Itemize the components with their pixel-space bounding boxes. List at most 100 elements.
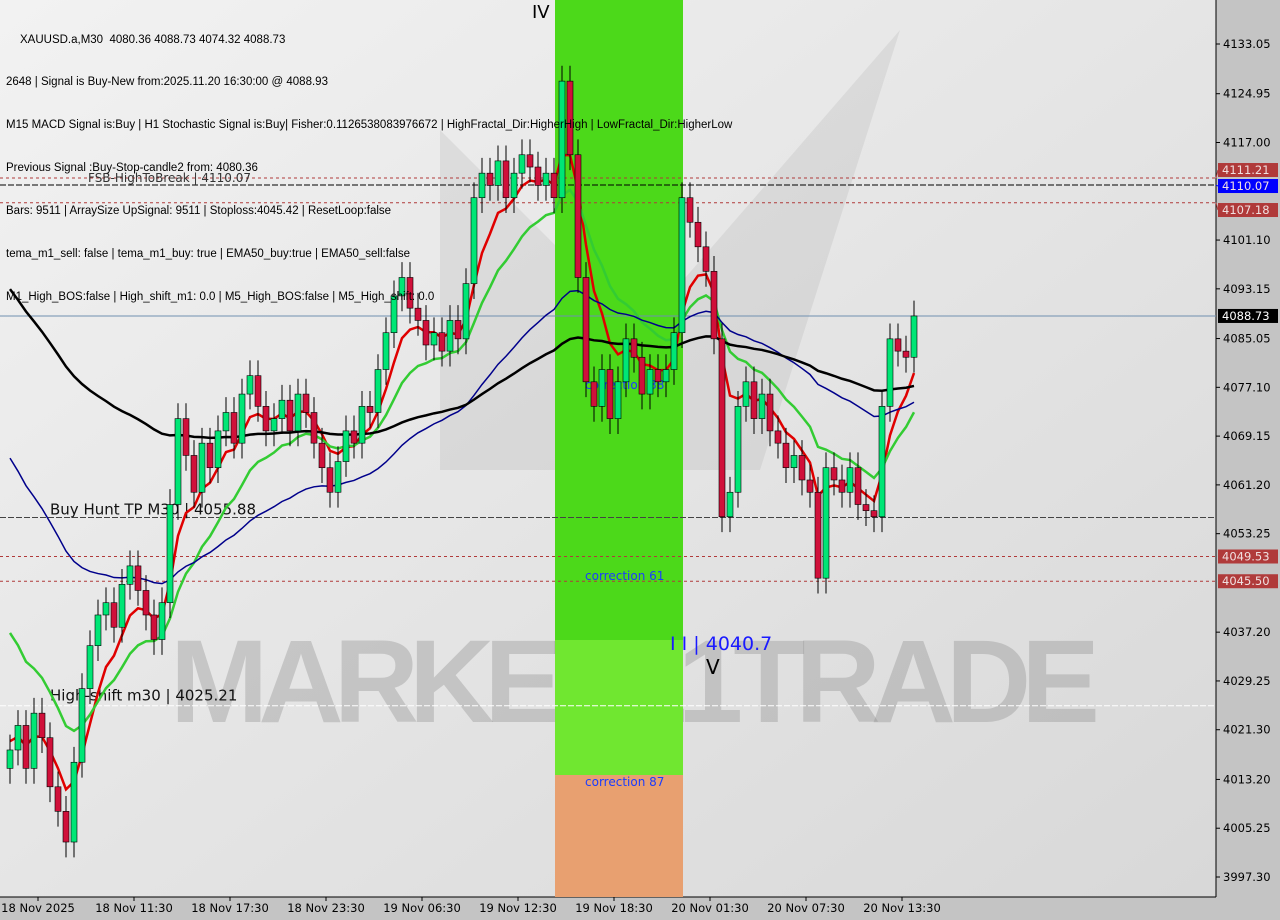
bull-candle — [670, 332, 678, 370]
bull-candle — [222, 412, 230, 432]
bear-candle — [310, 412, 318, 444]
bear-candle — [798, 455, 806, 481]
bull-candle — [622, 338, 630, 383]
bear-candle — [550, 172, 558, 199]
bear-candle — [62, 811, 70, 843]
price-label-box — [1218, 203, 1278, 218]
long-ma-line — [8, 288, 915, 440]
bull-candle — [446, 320, 454, 352]
bear-candle — [894, 338, 902, 352]
fsb-label: FSB-HighToBreak | 4110.07 — [88, 171, 251, 185]
price-label-connector — [1215, 184, 1219, 187]
bear-candle — [630, 338, 638, 358]
bull-candle — [742, 381, 750, 407]
bull-candle — [430, 332, 438, 346]
bear-candle — [654, 369, 662, 383]
y-tick-label: 4077.10 — [1223, 380, 1271, 394]
y-tick-label: 4124.95 — [1223, 87, 1271, 101]
bear-candle — [182, 418, 190, 456]
bear-candle — [582, 277, 590, 383]
x-tick-label: 19 Nov 06:30 — [383, 901, 461, 915]
bull-candle — [126, 565, 134, 585]
bull-candle — [822, 467, 830, 579]
bear-candle — [422, 320, 430, 346]
bull-candle — [238, 393, 246, 444]
time-axis-panel — [0, 897, 1216, 920]
buy-hunt-label: Buy Hunt TP M30 | 4055.88 — [50, 501, 256, 519]
bull-candle — [382, 332, 390, 370]
bull-candle — [518, 154, 526, 174]
bull-candle — [102, 602, 110, 616]
price-label-box — [1218, 163, 1278, 178]
bear-candle — [526, 154, 534, 168]
bull-candle — [542, 172, 550, 186]
wave-ii-label: I I | 4040.7 — [670, 633, 772, 655]
bear-candle — [38, 712, 46, 739]
bear-candle — [262, 406, 270, 432]
x-tick-label: 18 Nov 11:30 — [95, 901, 173, 915]
info-line-bos: M1_High_BOS:false | High_shift_m1: 0.0 |… — [6, 290, 435, 303]
y-tick-label: 4053.25 — [1223, 527, 1271, 541]
price-label-connector — [1215, 169, 1219, 179]
y-tick-label: 4005.25 — [1223, 821, 1271, 835]
price-label-box — [1218, 308, 1278, 323]
bull-candle — [598, 369, 606, 407]
y-tick-label: 4061.20 — [1223, 478, 1271, 492]
bull-candle — [886, 338, 894, 407]
x-tick-label: 19 Nov 18:30 — [575, 901, 653, 915]
price-label: 4110.07 — [1222, 179, 1270, 193]
bull-candle — [270, 418, 278, 432]
bear-candle — [414, 307, 422, 321]
bear-candle — [870, 510, 878, 518]
y-tick-label: 4085.05 — [1223, 332, 1271, 346]
bear-candle — [190, 455, 198, 493]
y-tick-label: 4101.10 — [1223, 233, 1271, 247]
bull-candle — [646, 369, 654, 395]
bull-candle — [390, 295, 398, 334]
bull-candle — [614, 381, 622, 419]
bear-candle — [142, 590, 150, 616]
bear-candle — [638, 356, 646, 395]
bull-candle — [70, 761, 78, 843]
bear-candle — [838, 479, 846, 493]
bull-candle — [494, 160, 502, 186]
wave-iv-label: IV — [532, 2, 550, 23]
info-line-symbol: XAUUSD.a,M30 4080.36 4088.73 4074.32 408… — [20, 33, 286, 46]
bear-candle — [782, 442, 790, 469]
bear-candle — [702, 246, 710, 272]
price-label: 4045.50 — [1222, 574, 1270, 588]
bull-candle — [30, 712, 38, 769]
price-label-box — [1218, 179, 1278, 194]
bull-candle — [678, 197, 686, 334]
bull-candle — [246, 375, 254, 395]
bear-candle — [710, 271, 718, 340]
bear-candle — [206, 442, 214, 469]
x-tick-label: 20 Nov 13:30 — [863, 901, 941, 915]
bear-candle — [902, 350, 910, 358]
bull-candle — [278, 399, 286, 419]
bear-candle — [566, 80, 574, 156]
bull-candle — [734, 406, 742, 493]
price-label-box — [1218, 549, 1278, 564]
bear-candle — [814, 491, 822, 579]
bull-candle — [158, 602, 166, 640]
bear-candle — [54, 786, 62, 812]
x-tick-label: 20 Nov 01:30 — [671, 901, 749, 915]
y-tick-label: 4037.20 — [1223, 625, 1271, 639]
bull-candle — [94, 614, 102, 646]
y-tick-label: 4021.30 — [1223, 723, 1271, 737]
bull-candle — [166, 504, 174, 604]
bull-candle — [14, 725, 22, 751]
high-shift-label: High-shift m30 | 4025.21 — [50, 687, 237, 705]
bull-candle — [846, 467, 854, 493]
bear-candle — [134, 565, 142, 591]
bull-candle — [790, 455, 798, 469]
info-line-previous: Previous Signal :Buy-Stop-candle2 from: … — [6, 162, 258, 175]
bear-candle — [590, 381, 598, 407]
bear-candle — [150, 614, 158, 640]
fibonacci-zone-extension — [555, 775, 683, 897]
info-line-bars: Bars: 9511 | ArraySize UpSignal: 9511 | … — [6, 205, 392, 218]
y-tick-label: 3997.30 — [1223, 870, 1271, 884]
price-label: 4111.21 — [1222, 163, 1270, 177]
